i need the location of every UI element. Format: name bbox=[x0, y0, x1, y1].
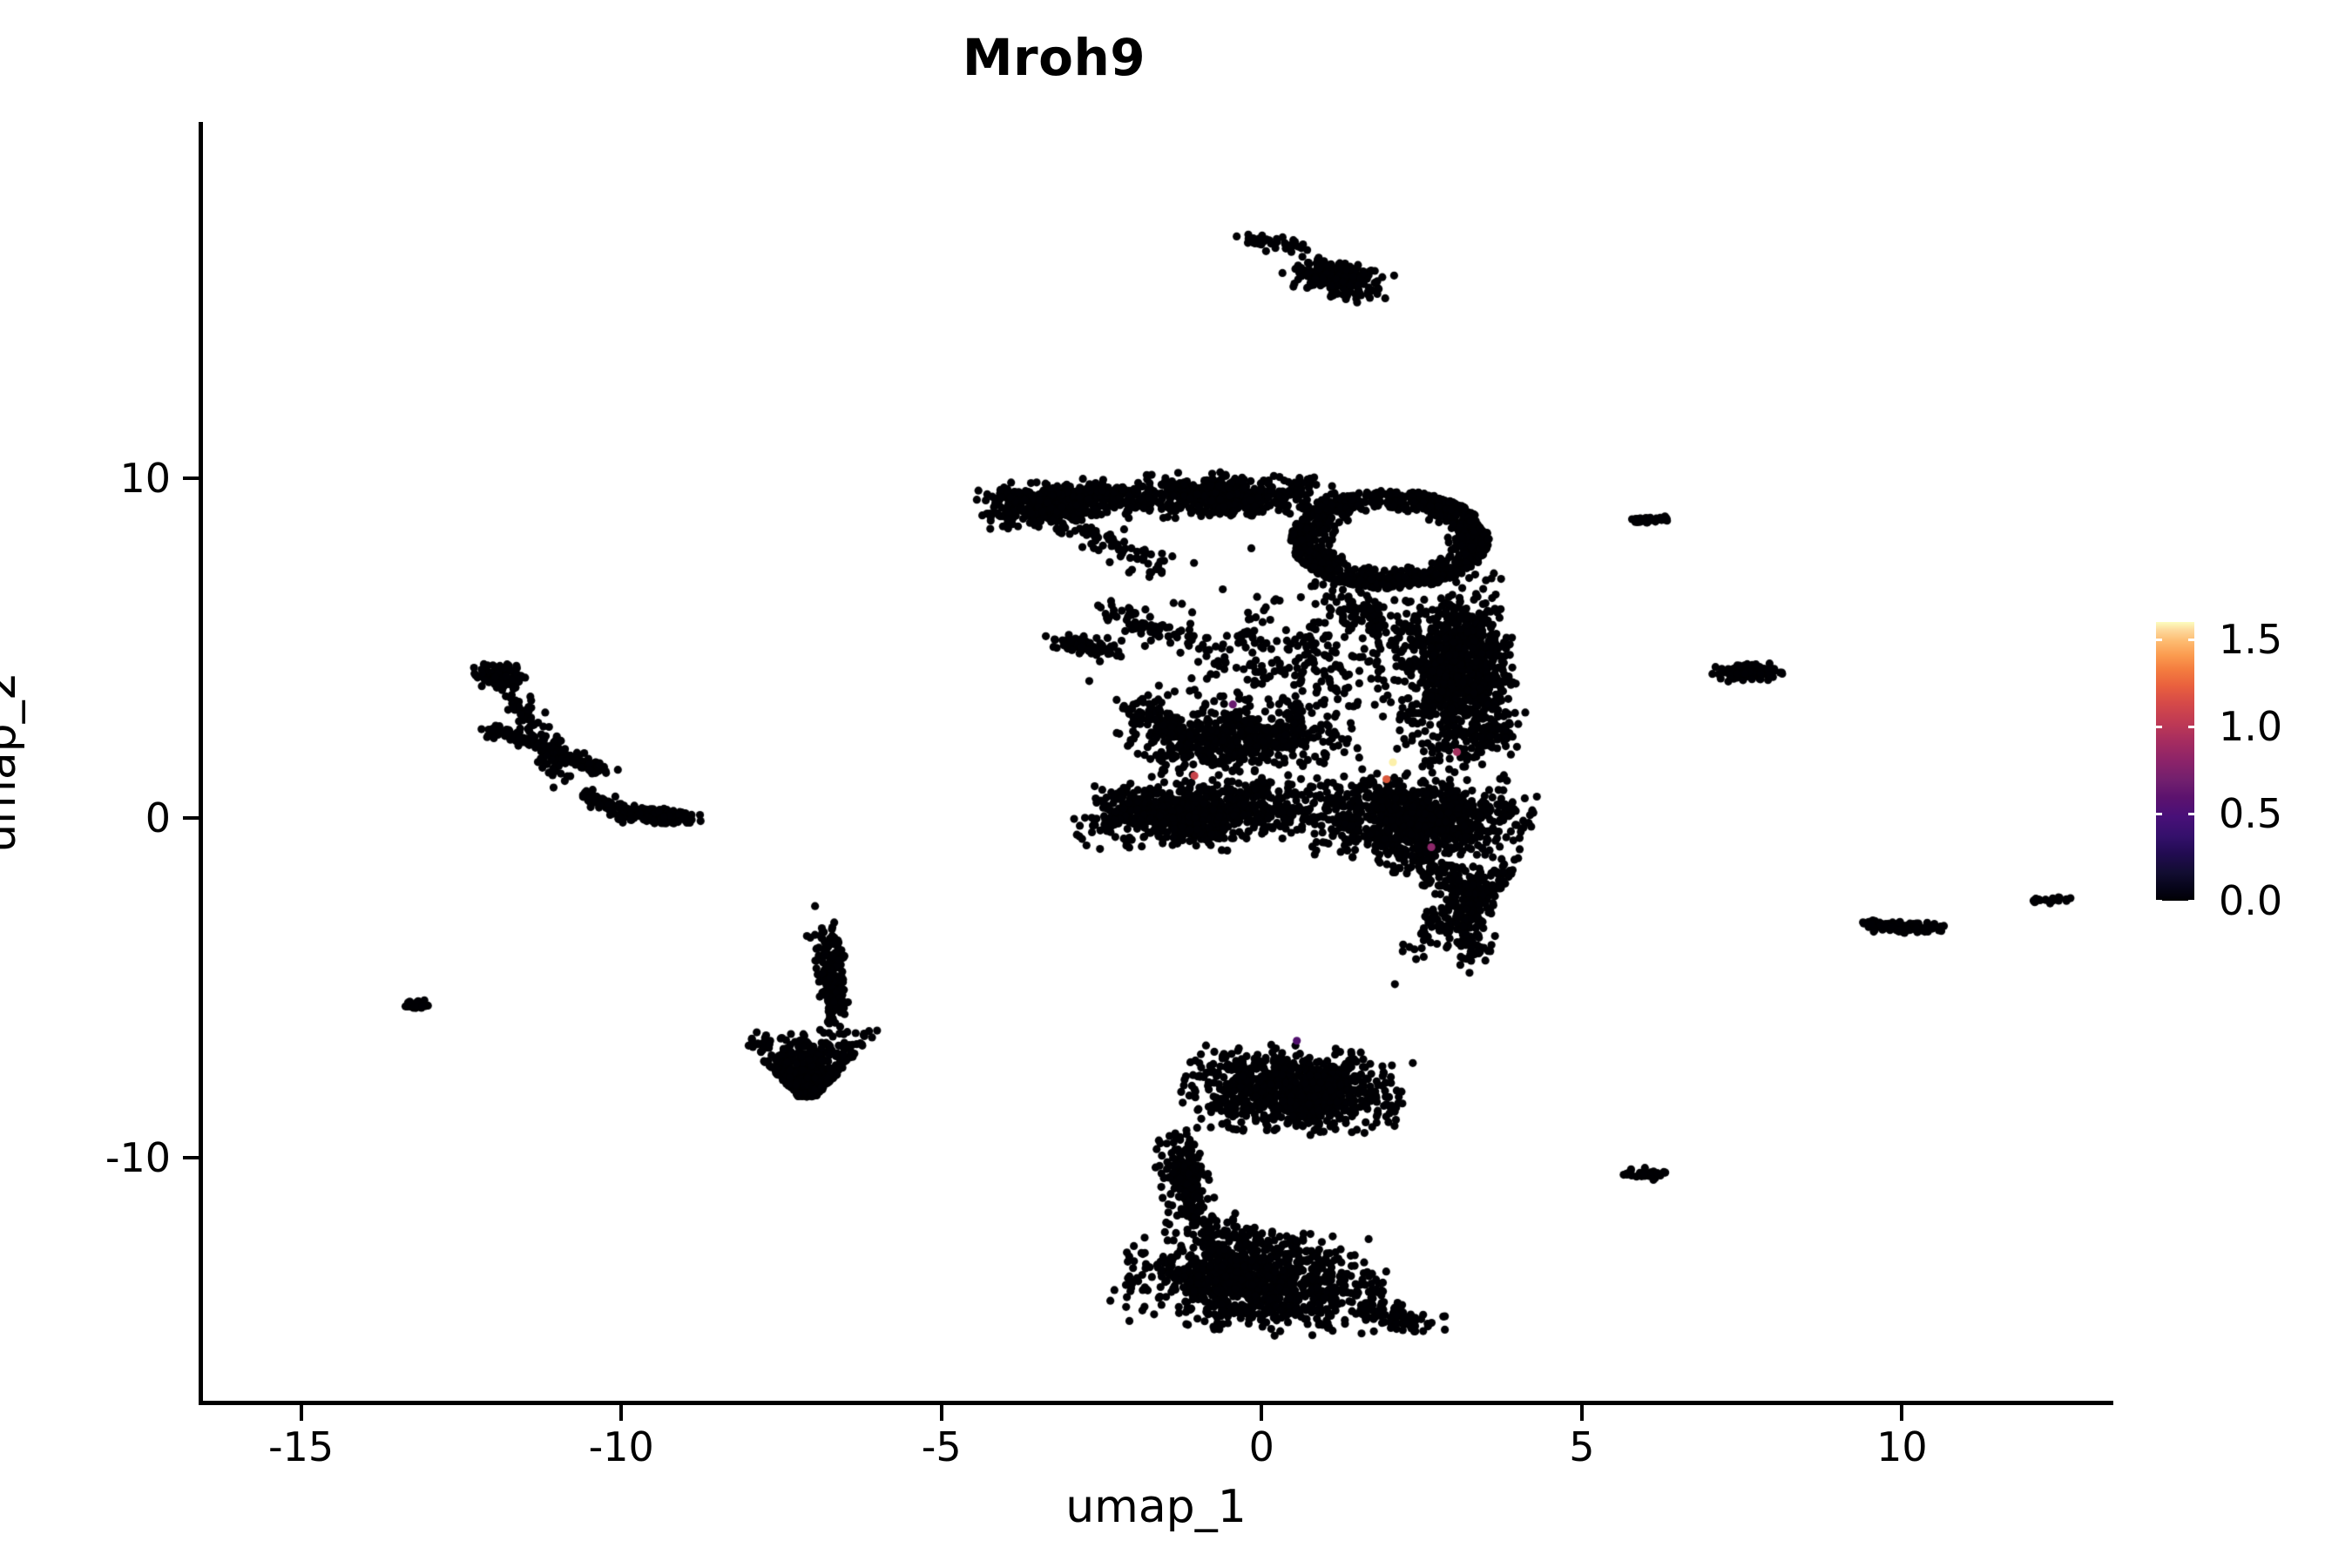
y-tick-mark bbox=[183, 476, 199, 481]
y-tick-label: 0 bbox=[145, 794, 171, 842]
x-tick-mark bbox=[299, 1405, 303, 1421]
colorbar-tick-mark bbox=[2188, 726, 2194, 728]
y-tick-mark bbox=[183, 1156, 199, 1160]
colorbar-tick-mark bbox=[2188, 813, 2194, 815]
colorbar-gradient bbox=[2156, 622, 2194, 901]
x-tick-mark bbox=[1900, 1405, 1904, 1421]
page-title: Mroh9 bbox=[962, 28, 1146, 87]
x-tick-label: 5 bbox=[1569, 1423, 1595, 1470]
colorbar-tick-label: 1.0 bbox=[2219, 703, 2283, 750]
x-tick-label: -15 bbox=[268, 1423, 335, 1470]
x-tick-label: -10 bbox=[588, 1423, 654, 1470]
x-tick-label: 10 bbox=[1876, 1423, 1928, 1470]
y-tick-label: -10 bbox=[105, 1134, 171, 1182]
x-tick-label: 0 bbox=[1248, 1423, 1274, 1470]
colorbar-tick-mark bbox=[2156, 900, 2162, 902]
scatter-plot-canvas bbox=[199, 122, 2113, 1402]
colorbar-tick-mark bbox=[2156, 813, 2162, 815]
y-tick-label: 10 bbox=[119, 455, 171, 503]
colorbar-tick-mark bbox=[2156, 639, 2162, 641]
colorbar-tick-label: 0.5 bbox=[2219, 790, 2283, 837]
x-axis-label: umap_1 bbox=[1065, 1481, 1247, 1533]
x-tick-mark bbox=[939, 1405, 943, 1421]
colorbar-tick-mark bbox=[2188, 900, 2194, 902]
colorbar-tick-label: 0.0 bbox=[2219, 877, 2283, 924]
colorbar-tick-mark bbox=[2188, 639, 2194, 641]
colorbar-tick-label: 1.5 bbox=[2219, 616, 2283, 663]
x-tick-mark bbox=[619, 1405, 624, 1421]
y-axis-label: umap_2 bbox=[0, 672, 26, 853]
x-tick-mark bbox=[1579, 1405, 1584, 1421]
y-tick-mark bbox=[183, 816, 199, 821]
colorbar-tick-mark bbox=[2156, 726, 2162, 728]
x-tick-mark bbox=[1260, 1405, 1264, 1421]
x-axis-spine bbox=[199, 1401, 2113, 1405]
colorbar: 1.5 1.0 0.5 0.0 bbox=[2156, 616, 2282, 924]
x-tick-label: -5 bbox=[921, 1423, 962, 1470]
